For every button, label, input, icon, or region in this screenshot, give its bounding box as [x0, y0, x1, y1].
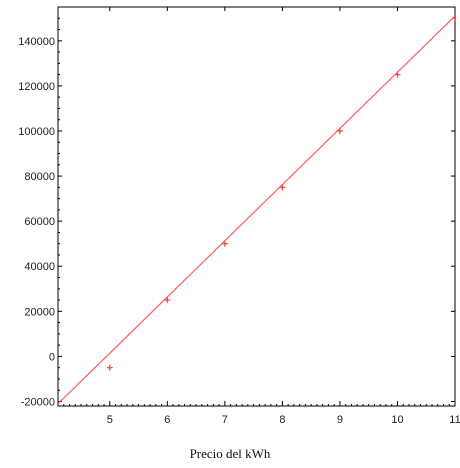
series-layer [58, 15, 455, 405]
y-tick-label: 100000 [18, 126, 55, 138]
y-tick-label: 40000 [24, 261, 55, 273]
x-tick-label: 5 [107, 414, 113, 426]
y-tick-label: -20000 [21, 396, 55, 408]
y-tick-label: 20000 [24, 306, 55, 318]
x-axis-ticks: 5 6 7 8 9 10 11 [63, 7, 460, 426]
x-tick-label: 10 [391, 414, 403, 426]
y-tick-label: 140000 [18, 36, 55, 48]
y-tick-label: 0 [49, 351, 55, 363]
chart: -20000 0 20000 40000 60000 80000 100000 120000 1… [18, 6, 460, 426]
x-axis-title: Precio del kWh [189, 446, 271, 461]
x-tick-label: 9 [337, 414, 343, 426]
x-tick-label: 11 [449, 414, 460, 426]
data-point [164, 297, 171, 304]
x-tick-label: 8 [279, 414, 285, 426]
data-point [221, 240, 228, 247]
y-tick-label: 120000 [18, 81, 55, 93]
y-tick-label: 80000 [24, 171, 55, 183]
x-tick-label: 7 [222, 414, 228, 426]
y-axis-ticks: -20000 0 20000 40000 60000 80000 100000 120000 1… [18, 17, 455, 408]
y-tick-label: 60000 [24, 216, 55, 228]
x-tick-label: 6 [164, 414, 170, 426]
data-point [106, 364, 113, 371]
regression-line [58, 15, 455, 405]
